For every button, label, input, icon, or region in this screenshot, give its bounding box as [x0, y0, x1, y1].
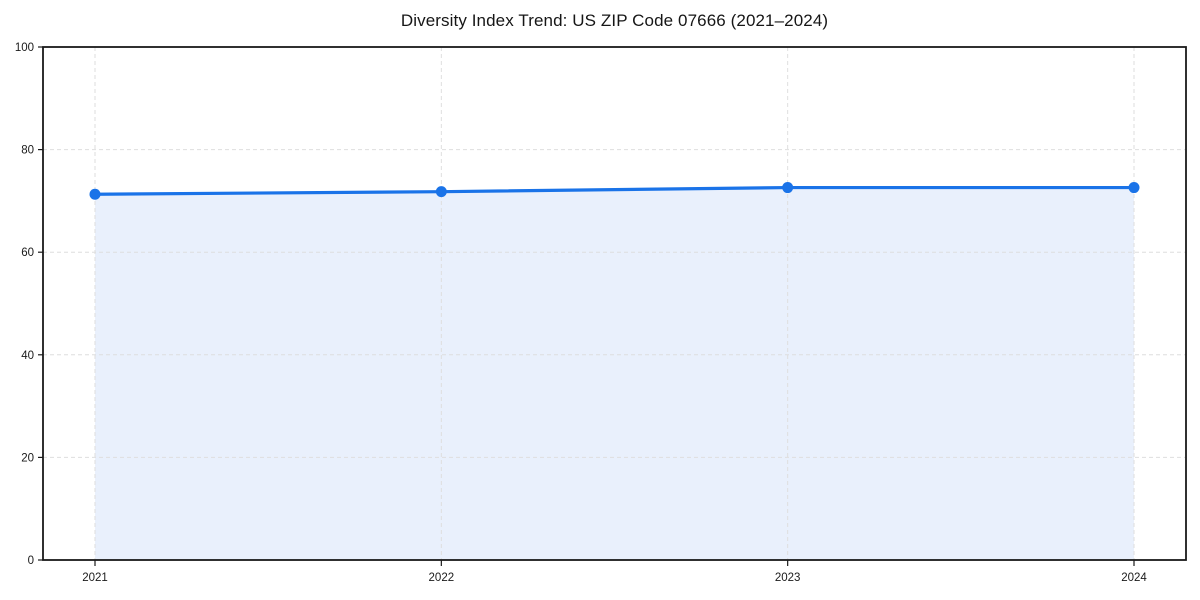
trend-line: [93, 185, 1136, 196]
y-axis-tick-label-0: 0: [28, 555, 34, 567]
area-fill: [95, 187, 1134, 560]
chart-title: Diversity Index Trend: US ZIP Code 07666…: [400, 11, 829, 30]
y-axis-tick-label-80: 80: [21, 145, 34, 157]
y-axis-tick-label-40: 40: [21, 350, 34, 362]
data-point-2023: [782, 182, 794, 194]
data-point-2024: [1128, 182, 1140, 194]
data-point-2021: [89, 188, 101, 200]
x-axis-tick-label-2021: 2021: [82, 572, 108, 584]
x-axis-tick-label-2023: 2023: [775, 572, 801, 584]
y-axis-tick-label-100: 100: [15, 42, 34, 54]
x-axis-tick-label-2024: 2024: [1121, 572, 1147, 584]
plot-border: [42, 46, 1187, 561]
data-point-2022: [435, 186, 447, 198]
x-axis-tick-label-2022: 2022: [429, 572, 455, 584]
y-axis-tick-label-60: 60: [21, 247, 34, 259]
y-axis-tick-label-20: 20: [21, 452, 34, 464]
